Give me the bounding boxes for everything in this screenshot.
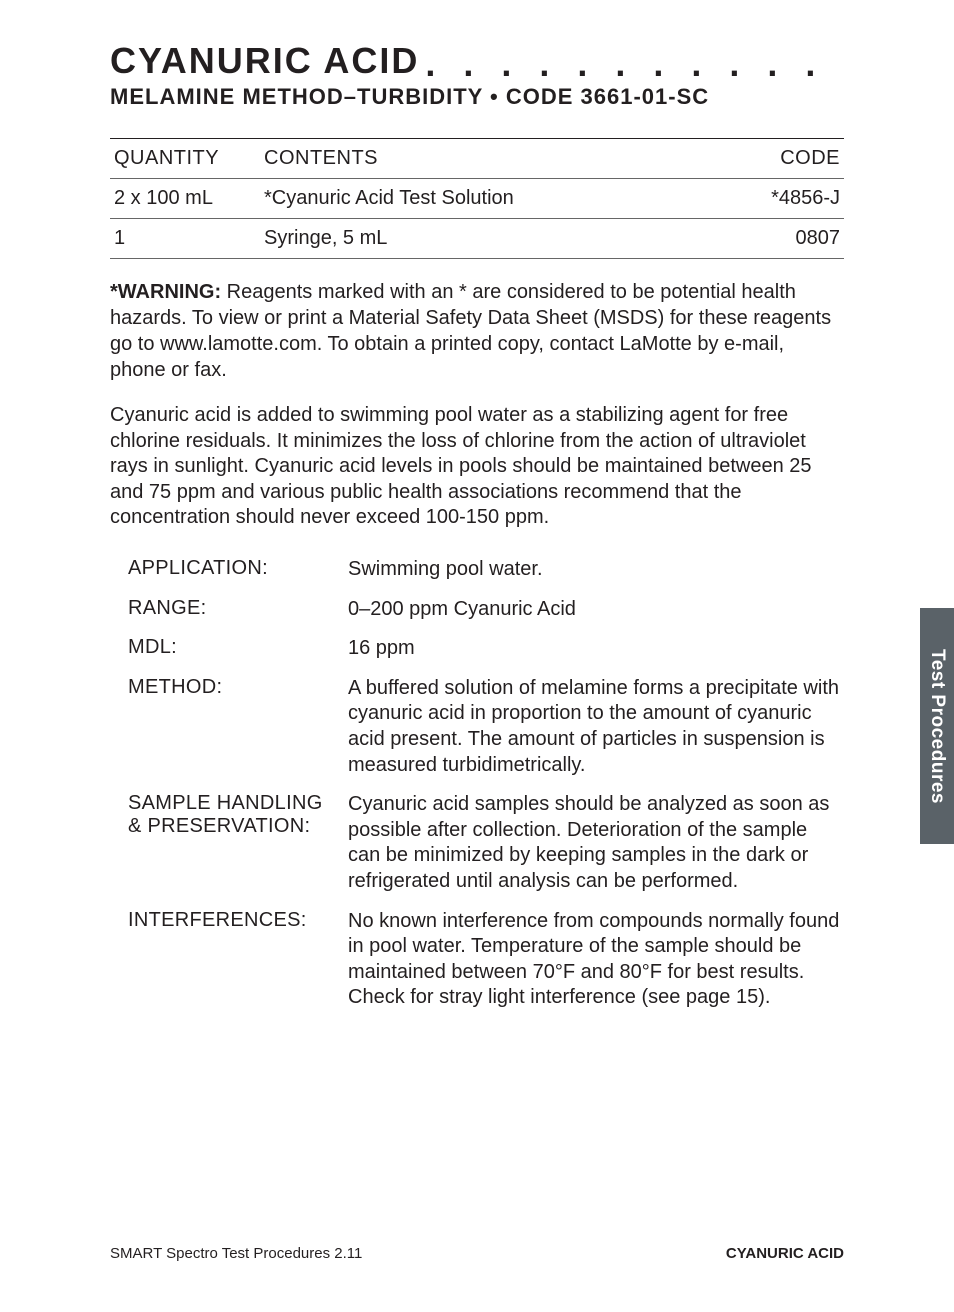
definition-row: SAMPLE HANDLING & PRESERVATION: Cyanuric… <box>128 792 844 894</box>
cell-quantity: 1 <box>110 219 260 259</box>
definition-label: INTERFERENCES: <box>128 909 328 1011</box>
definition-value: 16 ppm <box>348 636 844 662</box>
cell-code: *4856-J <box>724 179 844 219</box>
definition-label: SAMPLE HANDLING & PRESERVATION: <box>128 792 328 894</box>
page-subtitle: MELAMINE METHOD–TURBIDITY • CODE 3661-01… <box>110 84 844 110</box>
page-footer: SMART Spectro Test Procedures 2.11 CYANU… <box>110 1245 844 1262</box>
definition-label: MDL: <box>128 636 328 662</box>
footer-left: SMART Spectro Test Procedures 2.11 <box>110 1245 362 1262</box>
definition-value: Cyanuric acid samples should be analyzed… <box>348 792 844 894</box>
definition-label: RANGE: <box>128 597 328 623</box>
table-row: 1 Syringe, 5 mL 0807 <box>110 219 844 259</box>
definition-list: APPLICATION: Swimming pool water. RANGE:… <box>110 557 844 1011</box>
definition-value: A buffered solution of melamine forms a … <box>348 676 844 778</box>
cell-contents: *Cyanuric Acid Test Solution <box>260 179 724 219</box>
table-row: 2 x 100 mL *Cyanuric Acid Test Solution … <box>110 179 844 219</box>
definition-row: METHOD: A buffered solution of melamine … <box>128 676 844 778</box>
title-dots: . . . . . . . . . . . . . . . . . . . . … <box>425 51 844 76</box>
cell-quantity: 2 x 100 mL <box>110 179 260 219</box>
definition-row: MDL: 16 ppm <box>128 636 844 662</box>
definition-value: Swimming pool water. <box>348 557 844 583</box>
definition-label: APPLICATION: <box>128 557 328 583</box>
table-header-row: QUANTITY CONTENTS CODE <box>110 139 844 179</box>
column-contents: CONTENTS <box>260 139 724 179</box>
side-tab: Test Procedures <box>920 608 954 844</box>
definition-value: 0–200 ppm Cyanuric Acid <box>348 597 844 623</box>
definition-value: No known interference from compounds nor… <box>348 909 844 1011</box>
column-quantity: QUANTITY <box>110 139 260 179</box>
cell-code: 0807 <box>724 219 844 259</box>
definition-row: APPLICATION: Swimming pool water. <box>128 557 844 583</box>
side-tab-label: Test Procedures <box>926 649 948 804</box>
definition-row: RANGE: 0–200 ppm Cyanuric Acid <box>128 597 844 623</box>
footer-right: CYANURIC ACID <box>726 1245 844 1262</box>
page-title: CYANURIC ACID <box>110 40 419 82</box>
column-code: CODE <box>724 139 844 179</box>
cell-contents: Syringe, 5 mL <box>260 219 724 259</box>
description-paragraph: Cyanuric acid is added to swimming pool … <box>110 403 844 531</box>
contents-table: QUANTITY CONTENTS CODE 2 x 100 mL *Cyanu… <box>110 138 844 259</box>
warning-label: *WARNING: <box>110 281 221 303</box>
definition-label: METHOD: <box>128 676 328 778</box>
warning-paragraph: *WARNING: Reagents marked with an * are … <box>110 279 844 383</box>
definition-row: INTERFERENCES: No known interference fro… <box>128 909 844 1011</box>
